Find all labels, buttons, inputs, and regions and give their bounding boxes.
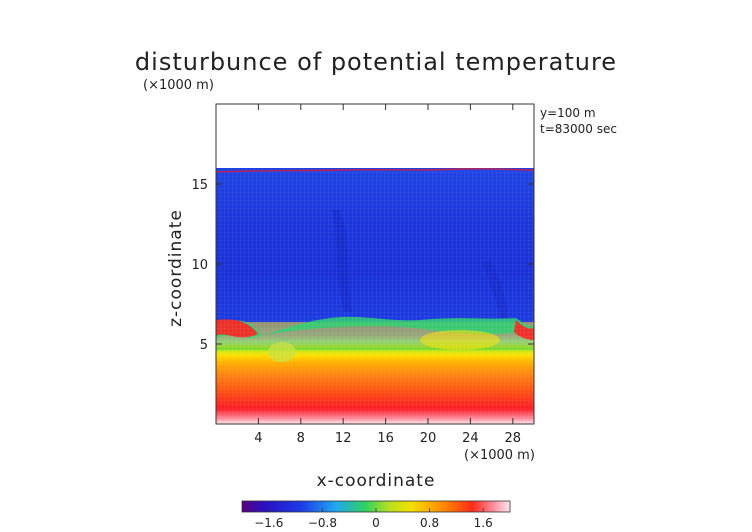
colorbar-tick-label: 0	[372, 516, 380, 530]
y-tick-label: 5	[200, 338, 208, 353]
colorbar-ticks: −1.6 −0.8 0 0.8 1.6	[254, 508, 493, 530]
x-tick-label: 28	[505, 431, 522, 446]
x-tick-label: 20	[420, 431, 437, 446]
axis-unit-label: (×1000 m)	[143, 78, 214, 93]
y-axis-ticks: 5 10 15	[191, 178, 534, 353]
colorbar-tick-label: −0.8	[308, 516, 337, 530]
colorbar-tick-label: −1.6	[254, 516, 283, 530]
x-tick-label: 8	[297, 431, 305, 446]
y-tick-label: 10	[191, 258, 208, 273]
x-tick-label: 24	[462, 431, 479, 446]
top-boundary	[216, 168, 534, 173]
colorbar-tick-label: 0.8	[420, 516, 439, 530]
chart-title: disturbunce of potential temperature	[135, 48, 617, 76]
colorbar-tick-label: 1.6	[474, 516, 493, 530]
x-unit-label: (×1000 m)	[464, 448, 535, 463]
x-tick-label: 4	[254, 431, 262, 446]
x-axis-label: x-coordinate	[317, 471, 436, 491]
y-axis-label: z-coordinate	[166, 209, 186, 327]
annotation-t: t=83000 sec	[540, 122, 617, 136]
contour-grid-overlay	[216, 170, 534, 424]
x-tick-label: 12	[335, 431, 352, 446]
y-tick-label: 15	[191, 178, 208, 193]
x-axis-ticks: 4 8 12 16 20 24 28	[254, 104, 521, 446]
heatmap-field	[216, 168, 534, 424]
x-tick-label: 16	[377, 431, 394, 446]
annotation-y: y=100 m	[540, 106, 596, 120]
